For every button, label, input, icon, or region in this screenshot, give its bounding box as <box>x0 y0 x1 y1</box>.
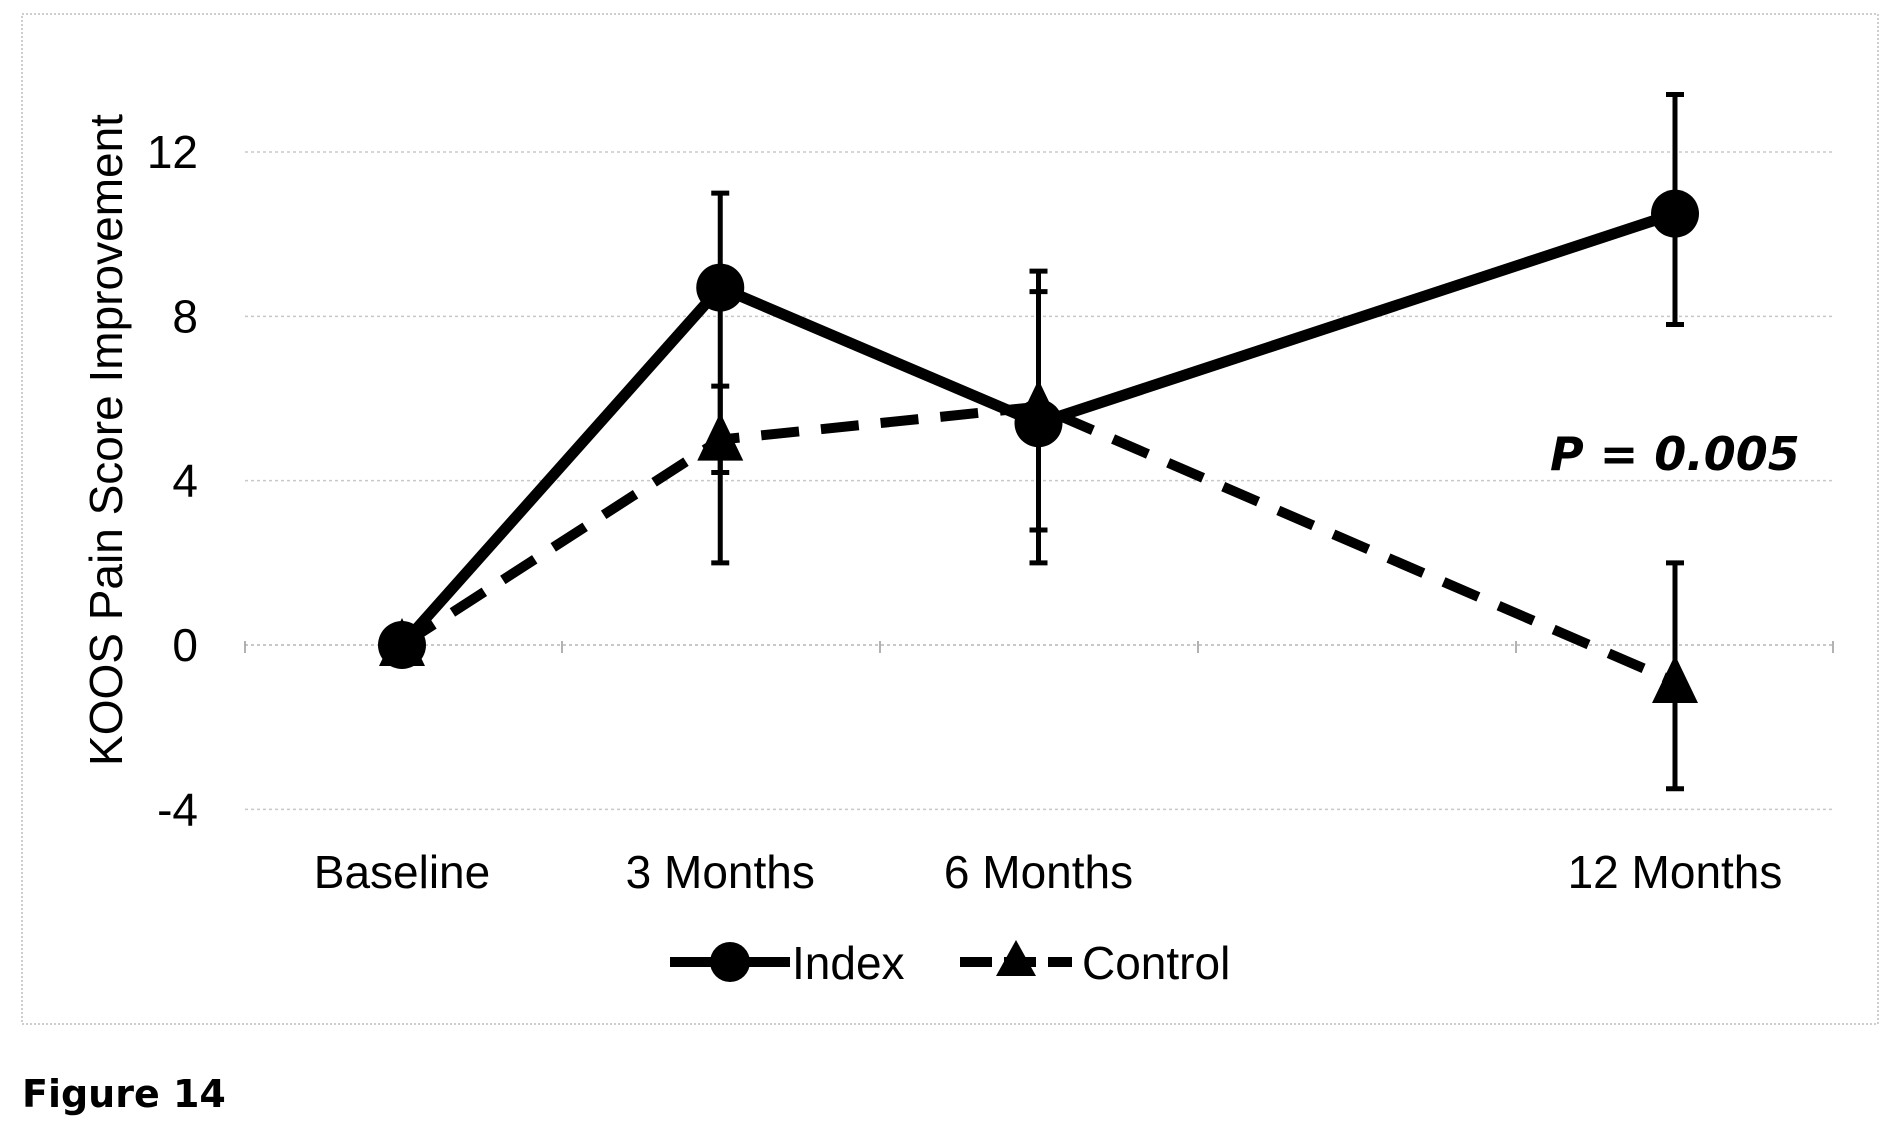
x-tick-label-baseline: Baseline <box>314 846 490 898</box>
y-tick-label-4: 4 <box>172 455 198 507</box>
series-layer <box>378 91 1699 792</box>
data-point-index <box>696 263 745 312</box>
series-line-control <box>399 401 1677 687</box>
data-point-index <box>1651 189 1699 238</box>
legend-item-index: Index <box>670 937 905 989</box>
legend-label-control: Control <box>1082 937 1230 989</box>
p-value-annotation: P = 0.005 <box>1550 427 1800 481</box>
x-tick-label-12-months: 12 Months <box>1568 846 1783 898</box>
x-tick-label-3-months: 3 Months <box>626 846 815 898</box>
data-point-control <box>1652 654 1698 703</box>
legend-item-control: Control <box>960 937 1230 989</box>
y-tick-label--4: -4 <box>157 783 198 835</box>
y-tick-label-8: 8 <box>172 290 198 342</box>
data-point-index <box>1014 399 1063 448</box>
y-tick-label-12: 12 <box>147 126 198 178</box>
x-tick-label-6-months: 6 Months <box>944 846 1133 898</box>
data-point-index <box>378 621 426 669</box>
legend-marker-circle <box>710 942 750 982</box>
chart: -4 0 4 8 12 Baseline 3 Months 6 Months 12 Month… <box>21 13 1879 1025</box>
legend: Index Control <box>670 937 1230 989</box>
legend-label-index: Index <box>792 937 905 989</box>
y-axis-label: KOOS Pain Score Improvement <box>80 114 132 766</box>
series-line-index <box>397 208 1677 649</box>
y-axis-ticks: -4 0 4 8 12 <box>147 126 198 835</box>
figure-caption: Figure 14 <box>22 1072 226 1116</box>
legend-marker-triangle <box>996 940 1036 976</box>
series-index <box>378 91 1699 669</box>
x-axis-ticks: Baseline 3 Months 6 Months 12 Months <box>314 846 1783 898</box>
y-tick-label-0: 0 <box>172 619 198 671</box>
chart-border <box>21 13 1879 1025</box>
